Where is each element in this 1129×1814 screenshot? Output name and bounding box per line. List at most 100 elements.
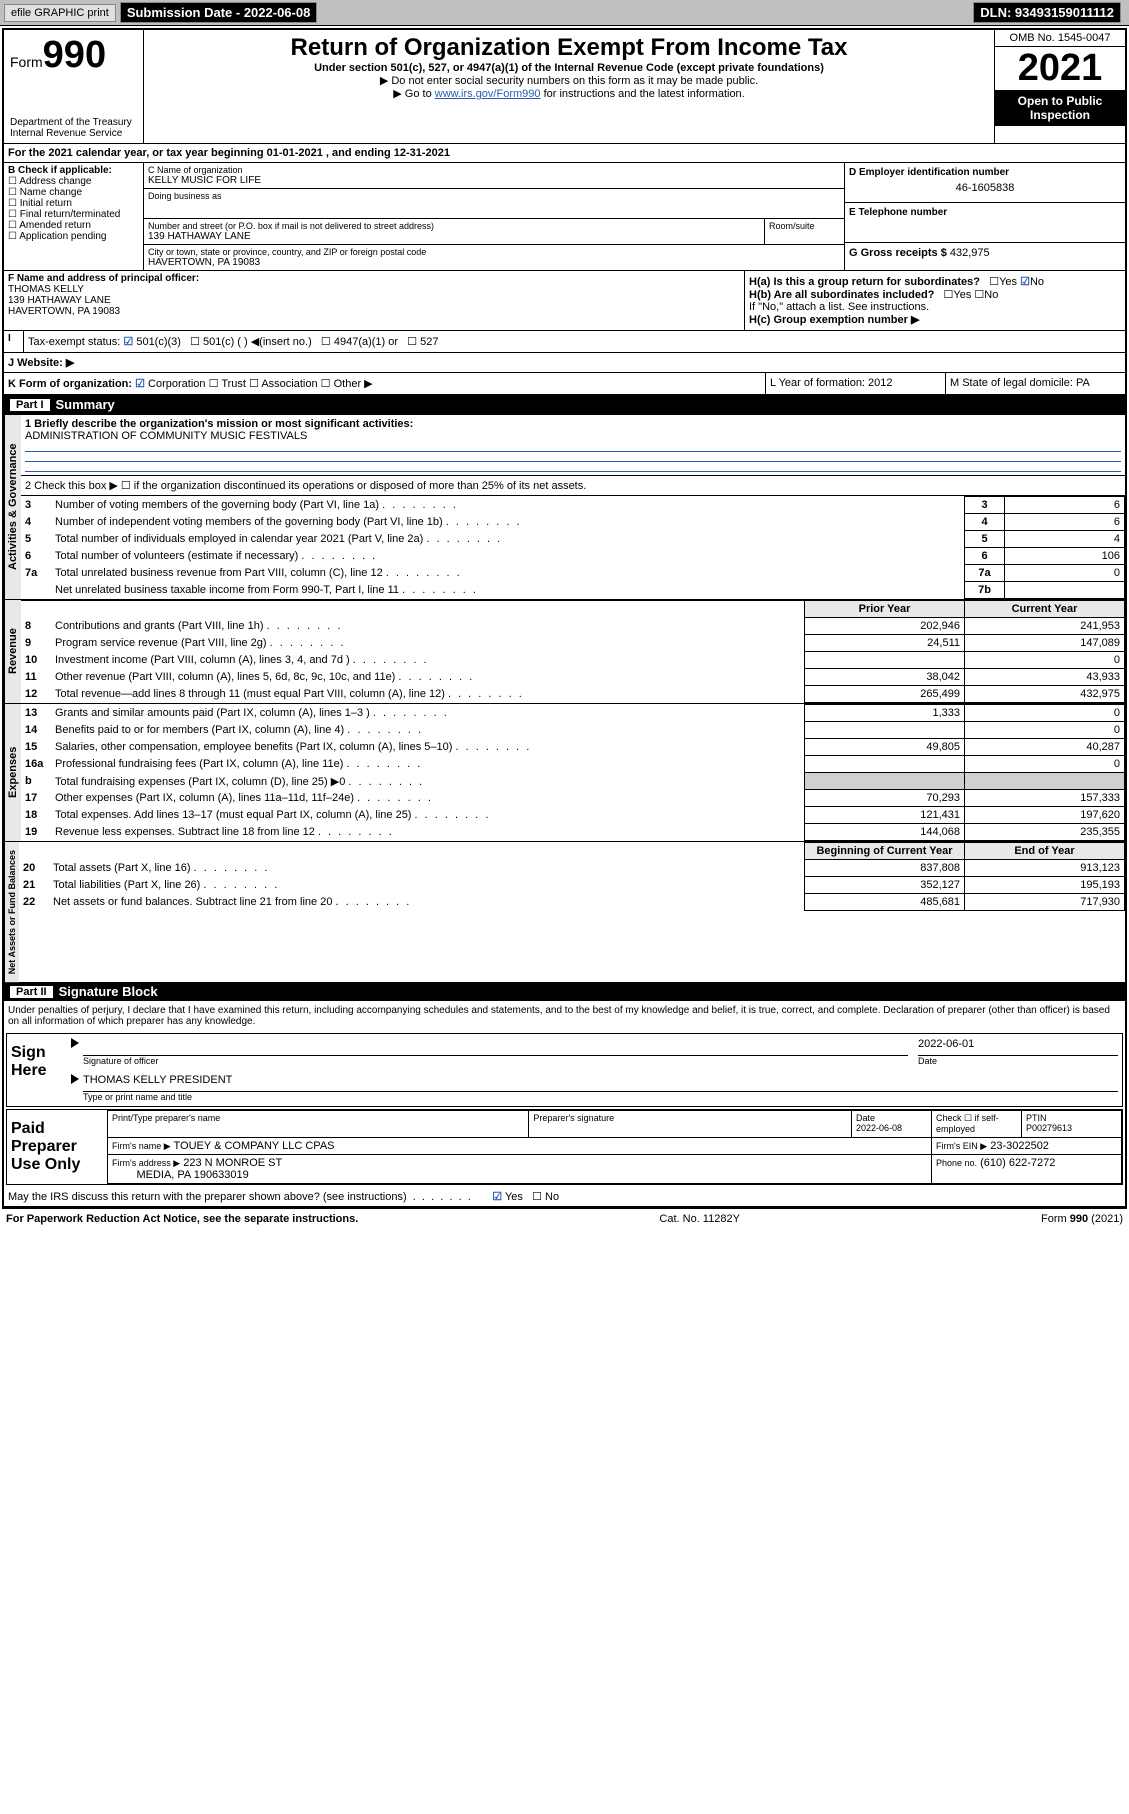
- table-row: 5Total number of individuals employed in…: [21, 531, 1125, 548]
- governance-table: 3Number of voting members of the governi…: [21, 496, 1125, 599]
- ein-label: D Employer identification number: [849, 167, 1121, 178]
- year-formation: L Year of formation: 2012: [765, 373, 945, 394]
- goto-notice: ▶ Go to www.irs.gov/Form990 for instruct…: [150, 87, 988, 100]
- form-header: Form990 Department of the Treasury Inter…: [4, 30, 1125, 144]
- vtab-revenue: Revenue: [4, 600, 21, 703]
- efile-btn[interactable]: efile GRAPHIC print: [4, 4, 116, 22]
- sign-here-label: Sign Here: [7, 1034, 67, 1106]
- table-row: 22Net assets or fund balances. Subtract …: [19, 894, 1125, 911]
- revenue-table: Prior YearCurrent Year8Contributions and…: [21, 600, 1125, 703]
- line2-discontinued: 2 Check this box ▶ ☐ if the organization…: [21, 476, 1125, 496]
- ein-value: 46-1605838: [849, 178, 1121, 198]
- hc-label: H(c) Group exemption number ▶: [749, 313, 1121, 326]
- paid-preparer-section: Paid Preparer Use Only Print/Type prepar…: [6, 1109, 1123, 1185]
- chk-pending[interactable]: ☐ Application pending: [8, 231, 139, 242]
- room-label: Room/suite: [764, 219, 844, 244]
- table-row: 21Total liabilities (Part X, line 26) 35…: [19, 877, 1125, 894]
- officer-sig-label: Signature of officer: [83, 1056, 908, 1066]
- part1-num: Part I: [10, 399, 50, 411]
- form-subtitle: Under section 501(c), 527, or 4947(a)(1)…: [150, 62, 988, 74]
- cat-no: Cat. No. 11282Y: [659, 1213, 740, 1225]
- chk-final[interactable]: ☐ Final return/terminated: [8, 209, 139, 220]
- date-label: Date: [918, 1056, 1118, 1066]
- phone-label: E Telephone number: [849, 207, 1121, 218]
- gross-receipts-label: G Gross receipts $: [849, 247, 947, 259]
- part1-title: Summary: [56, 397, 115, 412]
- state-domicile: M State of legal domicile: PA: [945, 373, 1125, 394]
- section-k: K Form of organization: ☑ Corporation ☐ …: [4, 373, 765, 394]
- ssn-notice: ▶ Do not enter social security numbers o…: [150, 74, 988, 87]
- expenses-table: 13Grants and similar amounts paid (Part …: [21, 704, 1125, 841]
- table-row: 13Grants and similar amounts paid (Part …: [21, 705, 1125, 722]
- table-row: 4Number of independent voting members of…: [21, 514, 1125, 531]
- officer-sig-line[interactable]: [83, 1038, 908, 1056]
- table-row: 18Total expenses. Add lines 13–17 (must …: [21, 807, 1125, 824]
- mission: 1 Briefly describe the organization's mi…: [21, 415, 1125, 476]
- chk-address[interactable]: ☐ Address change: [8, 176, 139, 187]
- table-row: 15Salaries, other compensation, employee…: [21, 739, 1125, 756]
- dept-treasury: Department of the Treasury Internal Reve…: [10, 117, 137, 139]
- city-state-zip: HAVERTOWN, PA 19083: [148, 257, 840, 268]
- website: J Website: ▶: [4, 353, 1125, 373]
- ha-label: H(a) Is this a group return for subordin…: [749, 275, 1121, 288]
- hb-note: If "No," attach a list. See instructions…: [749, 301, 1121, 313]
- part2-bar: Part II Signature Block: [4, 982, 1125, 1001]
- table-row: bTotal fundraising expenses (Part IX, co…: [21, 773, 1125, 790]
- paid-prep-label: Paid Preparer Use Only: [7, 1110, 107, 1184]
- prep-row3: Firm's address ▶ 223 N MONROE ST MEDIA, …: [108, 1154, 1122, 1183]
- city-label: City or town, state or province, country…: [148, 247, 840, 257]
- discuss-row: May the IRS discuss this return with the…: [4, 1187, 1125, 1207]
- form-word: Form: [10, 54, 43, 70]
- table-row: 7aTotal unrelated business revenue from …: [21, 565, 1125, 582]
- addr-label: Number and street (or P.O. box if mail i…: [148, 221, 760, 231]
- gross-receipts-value: 432,975: [950, 247, 990, 259]
- form-title: Return of Organization Exempt From Incom…: [150, 34, 988, 62]
- irs-link[interactable]: www.irs.gov/Form990: [435, 88, 541, 100]
- section-b-label: B Check if applicable:: [8, 165, 139, 176]
- footer: For Paperwork Reduction Act Notice, see …: [0, 1211, 1129, 1227]
- sign-date: 2022-06-01: [918, 1038, 1118, 1056]
- chk-amended[interactable]: ☐ Amended return: [8, 220, 139, 231]
- vtab-net: Net Assets or Fund Balances: [4, 842, 19, 982]
- table-row: 9Program service revenue (Part VIII, lin…: [21, 635, 1125, 652]
- table-row: 16aProfessional fundraising fees (Part I…: [21, 756, 1125, 773]
- goto-post: for instructions and the latest informat…: [541, 88, 745, 100]
- top-bar: efile GRAPHIC print Submission Date - 20…: [0, 0, 1129, 26]
- pra-notice: For Paperwork Reduction Act Notice, see …: [6, 1213, 358, 1225]
- org-name: KELLY MUSIC FOR LIFE: [148, 175, 840, 186]
- officer-addr: 139 HATHAWAY LANE: [8, 295, 740, 306]
- table-row: 17Other expenses (Part IX, column (A), l…: [21, 790, 1125, 807]
- vtab-expenses: Expenses: [4, 704, 21, 841]
- table-row: 11Other revenue (Part VIII, column (A), …: [21, 669, 1125, 686]
- vtab-governance: Activities & Governance: [4, 415, 21, 599]
- table-row: 12Total revenue—add lines 8 through 11 (…: [21, 686, 1125, 703]
- goto-pre: ▶ Go to: [393, 88, 434, 100]
- officer-name: THOMAS KELLY: [8, 284, 740, 295]
- chk-name[interactable]: ☐ Name change: [8, 187, 139, 198]
- table-row: Net unrelated business taxable income fr…: [21, 582, 1125, 599]
- prep-row1: Print/Type preparer's name Preparer's si…: [108, 1111, 1122, 1137]
- open-inspection: Open to Public Inspection: [995, 90, 1125, 126]
- table-row: 14Benefits paid to or for members (Part …: [21, 722, 1125, 739]
- table-row: 19Revenue less expenses. Subtract line 1…: [21, 824, 1125, 841]
- submission-date: Submission Date - 2022-06-08: [120, 2, 318, 23]
- tax-exempt-status: Tax-exempt status: ☑ 501(c)(3) ☐ 501(c) …: [24, 331, 1125, 352]
- section-f-label: F Name and address of principal officer:: [8, 273, 740, 284]
- prep-row2: Firm's name ▶ TOUEY & COMPANY LLC CPAS F…: [108, 1137, 1122, 1154]
- form-990: Form990 Department of the Treasury Inter…: [2, 28, 1127, 1209]
- typename-label: Type or print name and title: [83, 1092, 1118, 1102]
- part2-title: Signature Block: [59, 984, 158, 999]
- street-address: 139 HATHAWAY LANE: [148, 231, 760, 242]
- declaration-text: Under penalties of perjury, I declare th…: [4, 1001, 1125, 1031]
- section-b: B Check if applicable: ☐ Address change …: [4, 163, 144, 270]
- table-row: 20Total assets (Part X, line 16) 837,808…: [19, 860, 1125, 877]
- name-label: C Name of organization: [148, 165, 840, 175]
- triangle-icon: [71, 1038, 79, 1048]
- form-ref: Form 990 (2021): [1041, 1213, 1123, 1225]
- dba-label: Doing business as: [148, 191, 840, 201]
- dln: DLN: 93493159011112: [973, 2, 1121, 23]
- signer-name: THOMAS KELLY PRESIDENT: [83, 1074, 1118, 1092]
- chk-initial[interactable]: ☐ Initial return: [8, 198, 139, 209]
- form-number: 990: [43, 34, 106, 76]
- table-row: 6Total number of volunteers (estimate if…: [21, 548, 1125, 565]
